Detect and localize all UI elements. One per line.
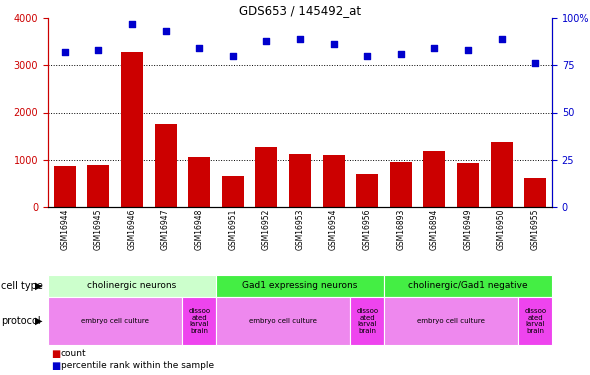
Bar	[424, 151, 445, 207]
Text: GSM16950: GSM16950	[497, 209, 506, 250]
Text: GSM16951: GSM16951	[228, 209, 237, 250]
Text: ▶: ▶	[35, 281, 42, 291]
Point	[530, 60, 540, 66]
Point	[94, 47, 103, 53]
Point	[195, 45, 204, 51]
Bar	[390, 162, 412, 207]
Text: GSM16949: GSM16949	[464, 209, 473, 250]
Text: GSM16954: GSM16954	[329, 209, 338, 250]
Point	[430, 45, 439, 51]
Bar	[54, 166, 76, 207]
Bar	[491, 142, 513, 207]
Bar	[255, 147, 277, 207]
Text: dissoo
ated
larval
brain: dissoo ated larval brain	[188, 308, 210, 334]
Bar	[87, 165, 109, 207]
Point	[396, 51, 405, 57]
Text: cell type: cell type	[1, 281, 43, 291]
Point	[228, 53, 238, 59]
Text: ■: ■	[51, 361, 60, 370]
Text: embryo cell culture: embryo cell culture	[81, 318, 149, 324]
Bar	[323, 156, 345, 207]
Point	[161, 28, 171, 34]
Text: ▶: ▶	[35, 316, 42, 326]
Point	[362, 53, 372, 59]
Bar	[121, 53, 143, 207]
Text: percentile rank within the sample: percentile rank within the sample	[61, 361, 214, 370]
Text: protocol: protocol	[1, 316, 41, 326]
Text: cholinergic neurons: cholinergic neurons	[87, 282, 176, 291]
Bar	[188, 157, 210, 207]
Bar	[525, 178, 546, 207]
Text: GSM16894: GSM16894	[430, 209, 439, 250]
Text: GSM16946: GSM16946	[127, 209, 136, 250]
Point	[127, 21, 137, 27]
Text: GSM16953: GSM16953	[296, 209, 304, 250]
Bar	[356, 174, 378, 207]
Bar	[222, 176, 244, 207]
Text: embryo cell culture: embryo cell culture	[417, 318, 485, 324]
Title: GDS653 / 145492_at: GDS653 / 145492_at	[239, 4, 361, 17]
Text: GSM16944: GSM16944	[60, 209, 69, 250]
Bar	[457, 163, 479, 207]
Point	[329, 42, 338, 48]
Text: cholinergic/Gad1 negative: cholinergic/Gad1 negative	[408, 282, 528, 291]
Point	[497, 36, 506, 42]
Text: GSM16952: GSM16952	[262, 209, 271, 250]
Point	[262, 38, 271, 44]
Text: GSM16956: GSM16956	[363, 209, 372, 250]
Bar	[289, 154, 311, 207]
Text: GSM16893: GSM16893	[396, 209, 405, 250]
Bar	[155, 124, 176, 207]
Text: ■: ■	[51, 349, 60, 358]
Text: GSM16945: GSM16945	[94, 209, 103, 250]
Text: count: count	[61, 349, 87, 358]
Text: GSM16947: GSM16947	[161, 209, 170, 250]
Text: Gad1 expressing neurons: Gad1 expressing neurons	[242, 282, 358, 291]
Text: GSM16948: GSM16948	[195, 209, 204, 250]
Text: dissoo
ated
larval
brain: dissoo ated larval brain	[356, 308, 378, 334]
Point	[60, 49, 70, 55]
Point	[463, 47, 473, 53]
Point	[295, 36, 304, 42]
Text: GSM16955: GSM16955	[530, 209, 540, 250]
Text: embryo cell culture: embryo cell culture	[249, 318, 317, 324]
Text: dissoo
ated
larval
brain: dissoo ated larval brain	[524, 308, 546, 334]
